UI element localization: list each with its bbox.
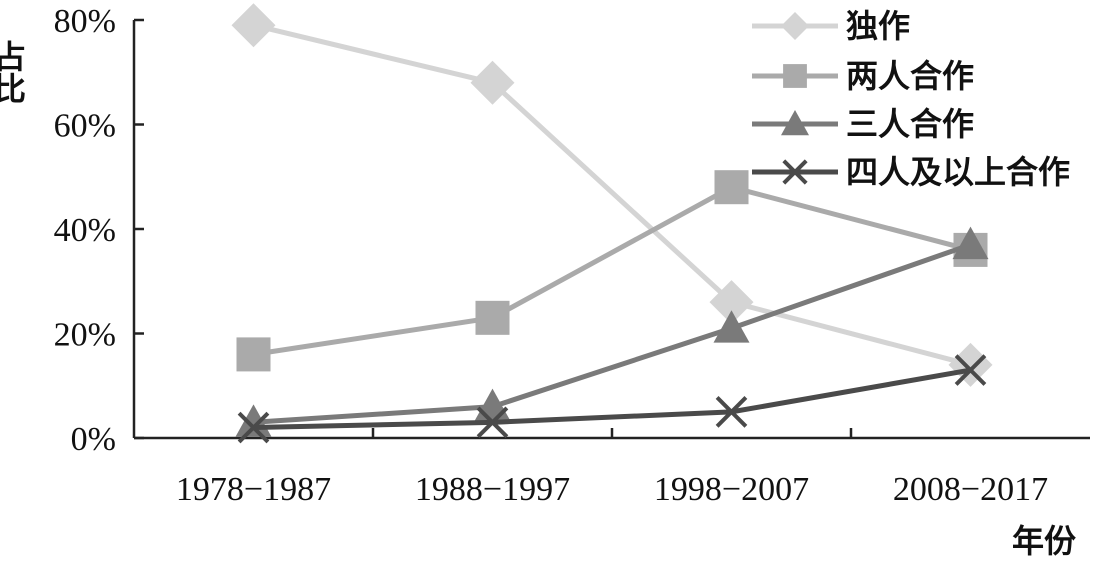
series-2 (236, 170, 988, 372)
series-layer (231, 3, 993, 444)
series-4 (237, 354, 987, 444)
x-tick-label: 2008−2017 (893, 471, 1048, 508)
legend-item: 三人合作 (752, 105, 974, 143)
x-axis-label: 年份 (1012, 522, 1076, 560)
x-ticks: 1978−1987 1988−1997 1998−2007 2008−2017 (176, 428, 1048, 508)
legend-label: 独作 (846, 7, 910, 45)
data-point-x (954, 354, 987, 386)
data-point-diamond (470, 60, 515, 105)
legend-marker-square (783, 64, 807, 88)
data-point-triangle (952, 226, 989, 260)
y-tick-label: 40% (54, 212, 116, 249)
data-point-diamond (231, 3, 276, 48)
data-point-diamond (948, 342, 993, 387)
y-tick-label: 20% (54, 317, 116, 354)
legend-label: 三人合作 (846, 105, 974, 143)
legend-label: 四人及以上合作 (846, 153, 1070, 191)
x-tick-label: 1978−1987 (176, 471, 331, 508)
legend-item: 四人及以上合作 (752, 153, 1070, 191)
data-point-square (714, 170, 749, 205)
legend-marker-triangle (781, 110, 809, 136)
x-tick-label: 1998−2007 (654, 471, 809, 508)
series-line (252, 22, 972, 368)
series-3 (235, 226, 989, 437)
legend-item: 独作 (752, 7, 910, 45)
legend-marker-diamond (781, 12, 809, 40)
legend-item: 两人合作 (752, 57, 974, 95)
x-tick-label: 1988−1997 (415, 471, 570, 508)
y-tick-label: 60% (54, 108, 116, 145)
data-point-diamond (709, 280, 754, 325)
data-point-triangle (713, 310, 750, 343)
legend-marker-x (782, 159, 808, 185)
data-point-x (715, 396, 748, 428)
series-1 (231, 3, 993, 387)
legend-label: 两人合作 (846, 57, 974, 95)
data-point-square (236, 337, 271, 372)
y-tick-label: 80% (54, 3, 116, 40)
series-line (253, 242, 972, 425)
y-tick-label: 0% (71, 421, 116, 458)
series-line (253, 184, 972, 357)
y-axis-label: 占比 (0, 40, 27, 104)
series-line (253, 367, 971, 431)
data-point-square (475, 300, 510, 335)
y-ticks: 0% 20% 40% 60% 80% (54, 3, 144, 458)
data-point-x (237, 411, 270, 444)
data-point-x (476, 406, 509, 439)
